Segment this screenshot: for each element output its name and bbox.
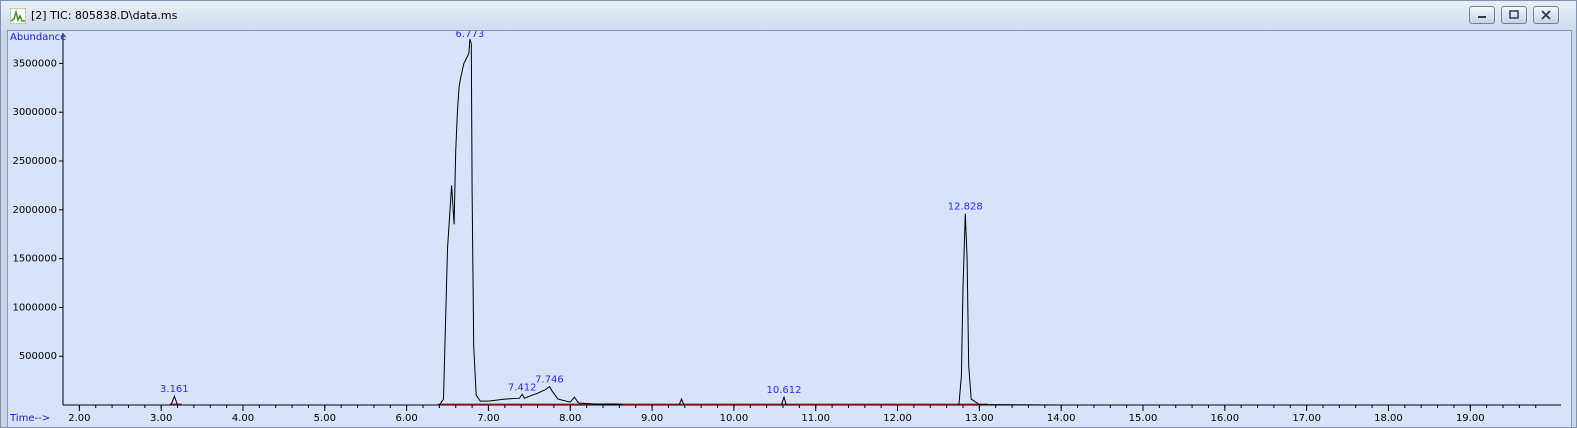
window-title: [2] TIC: 805838.D\data.ms (31, 9, 178, 22)
y-tick-label: 2500000 (12, 156, 57, 167)
x-tick-label: 4.00 (232, 413, 254, 424)
peak-label: 7.412 (508, 382, 537, 393)
close-icon (1541, 10, 1551, 20)
y-tick-label: 500000 (19, 351, 57, 362)
y-tick-label: 3500000 (12, 58, 57, 69)
close-button[interactable] (1533, 6, 1559, 24)
x-tick-label: 15.00 (1129, 413, 1158, 424)
trace-layer (63, 38, 1548, 406)
x-tick-label: 16.00 (1210, 413, 1239, 424)
x-tick-label: 2.00 (68, 413, 90, 424)
maximize-button[interactable] (1501, 6, 1527, 24)
x-tick-label: 5.00 (314, 413, 336, 424)
y-axis-label: Abundance (10, 32, 66, 43)
x-tick-label: 11.00 (801, 413, 830, 424)
x-tick-label: 9.00 (641, 413, 663, 424)
x-tick-label: 13.00 (965, 413, 994, 424)
peak-label: 7.746 (535, 374, 564, 385)
minimize-button[interactable] (1469, 6, 1495, 24)
x-axis-label: Time--> (9, 413, 50, 424)
chromatogram-icon (10, 8, 26, 24)
title-bar[interactable]: [2] TIC: 805838.D\data.ms (1, 1, 1576, 30)
tic-trace (63, 38, 1548, 406)
y-tick-label: 3000000 (12, 107, 57, 118)
y-tick-label: 1000000 (12, 302, 57, 313)
x-tick-label: 3.00 (150, 413, 172, 424)
peak-label: 3.161 (160, 384, 189, 395)
x-tick-label: 8.00 (559, 413, 581, 424)
x-tick-label: 10.00 (720, 413, 749, 424)
x-tick-label: 7.00 (477, 413, 499, 424)
x-tick-label: 17.00 (1292, 413, 1321, 424)
x-tick-label: 18.00 (1374, 413, 1403, 424)
chromatogram-plot[interactable]: 500000 1000000 1500000 2000000 2500000 300000… (7, 30, 1572, 428)
peak-label: 10.612 (766, 385, 801, 396)
y-tick-label: 1500000 (12, 254, 57, 265)
x-tick-label: 19.00 (1456, 413, 1485, 424)
x-tick-label: 6.00 (396, 413, 418, 424)
chart-svg: 500000 1000000 1500000 2000000 2500000 300000… (9, 31, 1561, 424)
minimize-icon (1478, 16, 1486, 18)
peak-label: 6.773 (456, 31, 485, 40)
peak-label: 12.828 (948, 202, 983, 213)
x-tick-label: 12.00 (883, 413, 912, 424)
y-tick-label: 2000000 (12, 205, 57, 216)
maximize-icon (1509, 10, 1519, 19)
axes: 500000 1000000 1500000 2000000 2500000 300000… (9, 32, 1561, 424)
x-tick-label: 14.00 (1047, 413, 1076, 424)
